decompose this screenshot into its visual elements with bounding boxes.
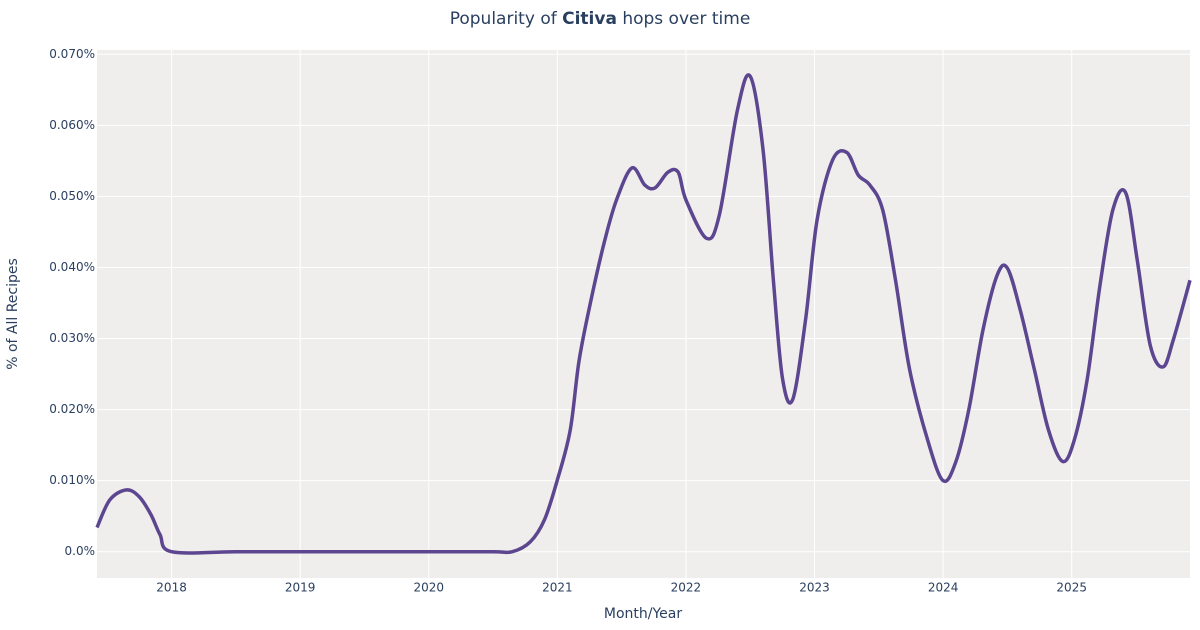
line-series [95,73,1192,555]
x-tick-label: 2025 [1056,581,1087,595]
y-tick-label: 0.070% [49,47,95,61]
plot-area [97,50,1190,578]
title-part: Popularity of [450,9,562,29]
x-tick-label: 2019 [285,581,316,595]
y-tick-label: 0.0% [65,544,96,558]
y-tick-label: 0.020% [49,402,95,416]
y-tick-label: 0.060% [49,118,95,132]
x-tick-label: 2024 [928,581,959,595]
y-axis-label: % of All Recipes [5,258,21,370]
title-part: Citiva [562,9,617,29]
y-tick-label: 0.010% [49,473,95,487]
x-tick-label: 2020 [413,581,444,595]
x-tick-label: 2023 [799,581,830,595]
x-axis-label: Month/Year [604,606,682,622]
x-tick-label: 2021 [542,581,573,595]
x-tick-label: 2022 [671,581,702,595]
title-part: hops over time [617,9,750,29]
chart-title: Popularity of Citiva hops over time [450,9,751,29]
y-tick-label: 0.040% [49,260,95,274]
x-tick-label: 2018 [156,581,187,595]
y-tick-label: 0.050% [49,189,95,203]
y-tick-label: 0.030% [49,331,95,345]
